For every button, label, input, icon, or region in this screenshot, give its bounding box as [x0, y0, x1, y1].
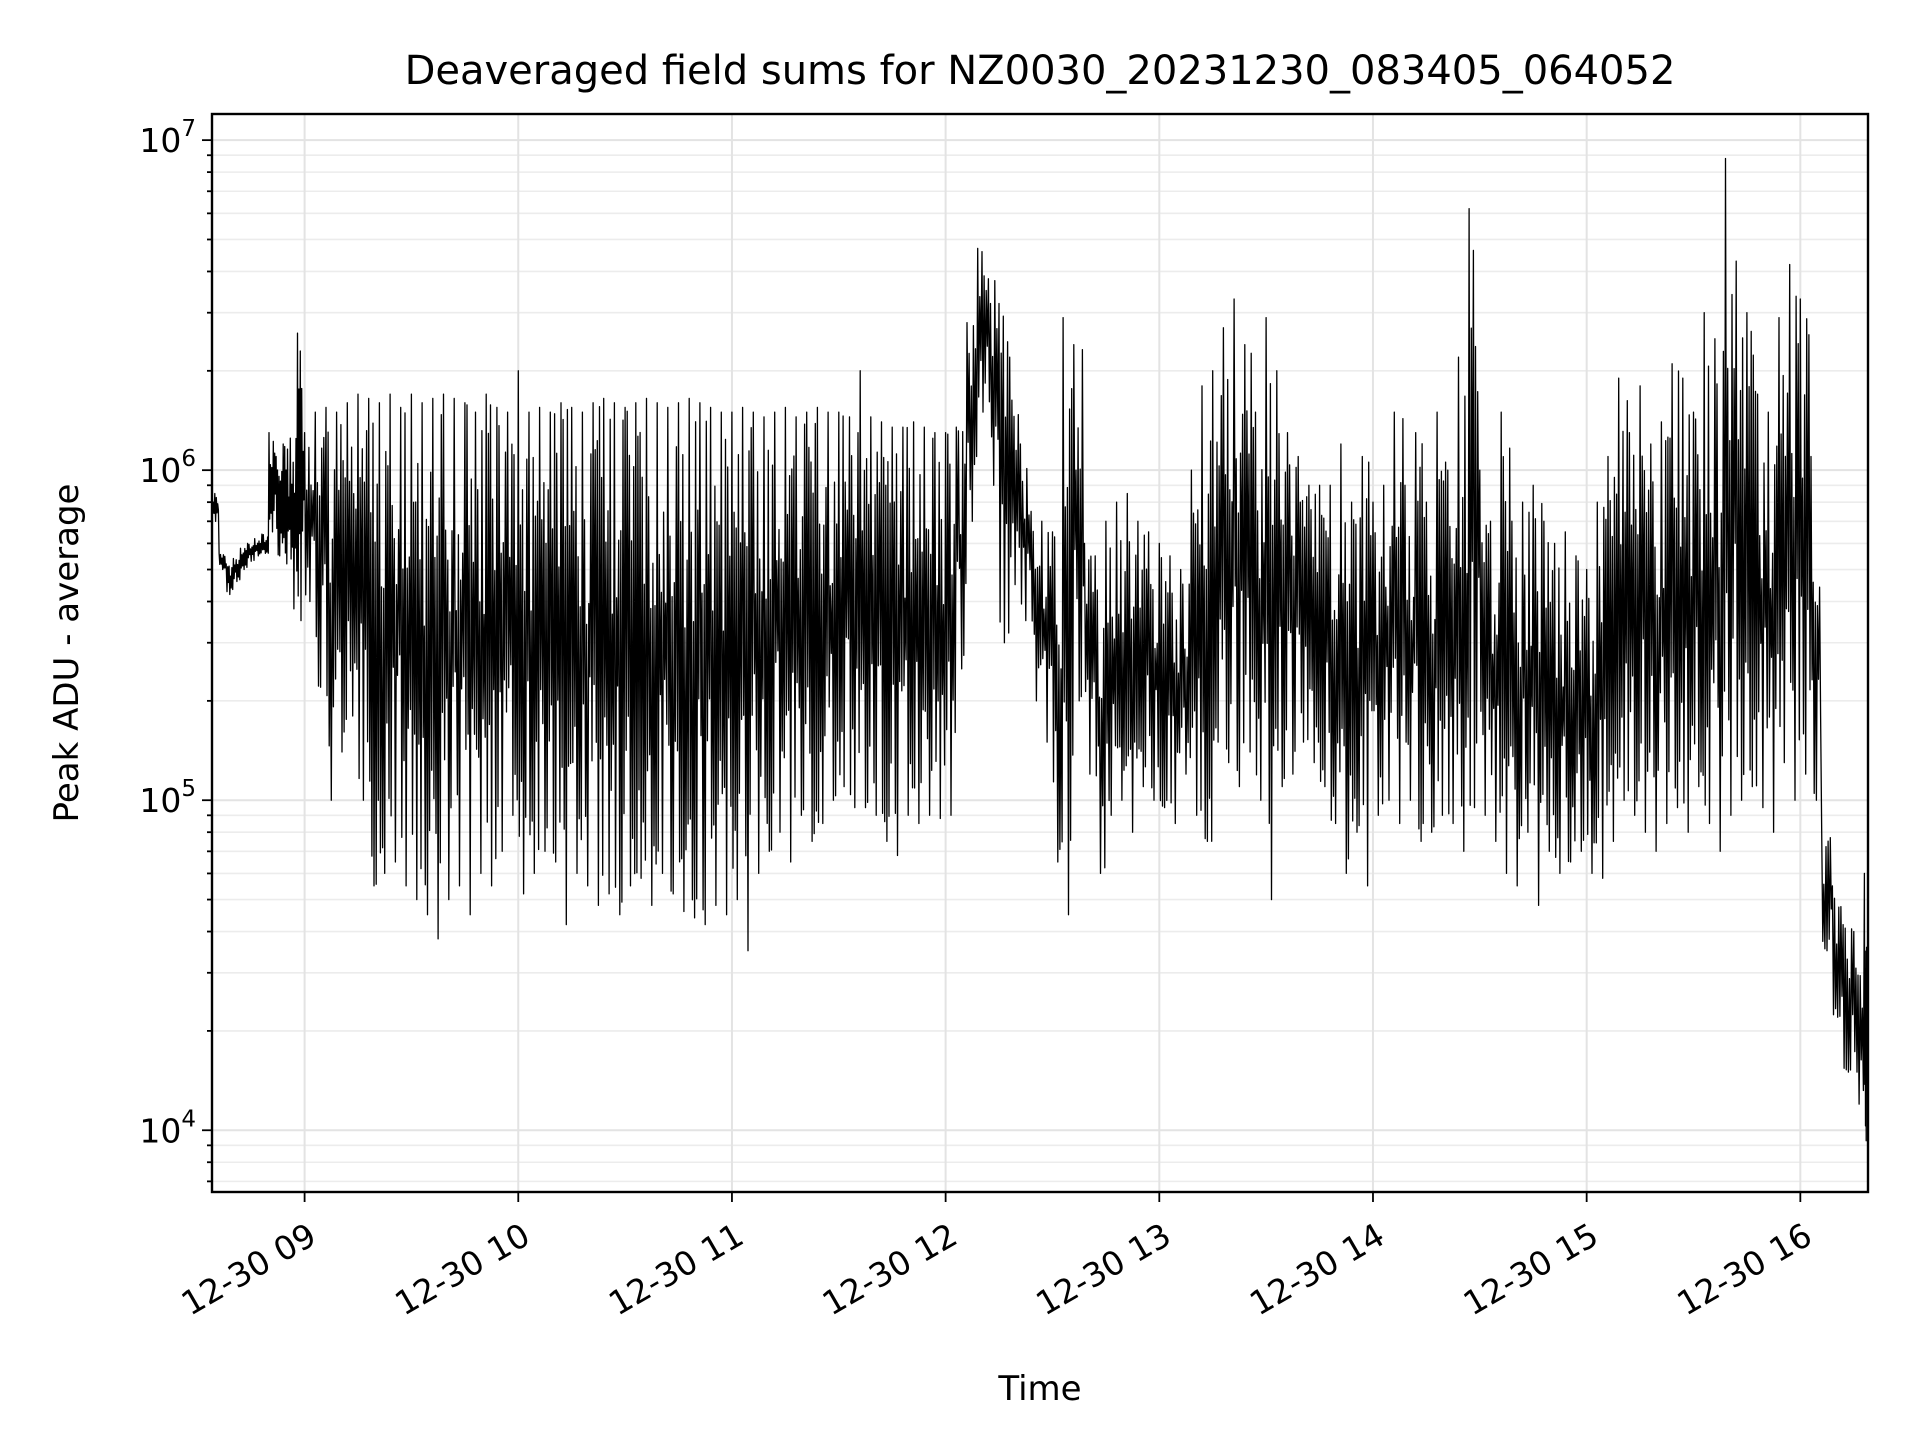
series-line: [211, 157, 1869, 1142]
x-tick-label: 12-30 14: [1243, 1215, 1391, 1323]
y-tick-label: 104: [139, 1106, 196, 1150]
x-tick-label: 12-30 09: [175, 1215, 323, 1323]
plot-frame: [210, 112, 1870, 1194]
x-tick-label: 12-30 10: [388, 1215, 536, 1323]
x-tick-label: 12-30 13: [1029, 1215, 1177, 1323]
series-layer: [211, 157, 1869, 1142]
x-tick-label: 12-30 15: [1457, 1215, 1605, 1323]
x-tick-label: 12-30 11: [602, 1215, 750, 1323]
x-tick-label: 12-30 16: [1670, 1215, 1818, 1323]
y-tick-label: 107: [139, 116, 196, 160]
y-tick-label: 106: [139, 446, 196, 490]
chart-title: Deaveraged field sums for NZ0030_2023123…: [405, 48, 1676, 94]
x-tick-label: 12-30 12: [816, 1215, 964, 1323]
x-axis-label: Time: [997, 1369, 1081, 1409]
y-tick-label: 105: [139, 776, 196, 820]
y-axis-label: Peak ADU - average: [47, 484, 87, 823]
